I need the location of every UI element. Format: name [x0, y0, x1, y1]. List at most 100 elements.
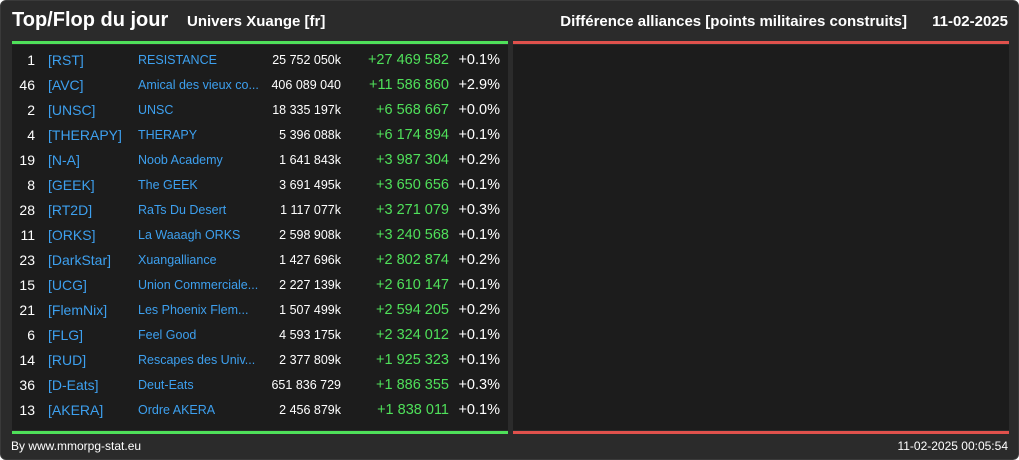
percent-cell: +0.1% [458, 127, 500, 143]
rank-cell: 36 [19, 377, 35, 393]
rank-cell: 2 [27, 102, 35, 118]
percent-cell: +0.1% [458, 277, 500, 293]
difference-cell: +3 987 304 [376, 152, 449, 168]
alliance-tag-link[interactable]: [RUD] [48, 352, 87, 368]
percent-cell: +0.1% [458, 177, 500, 193]
alliance-name-link[interactable]: UNSC [138, 103, 174, 117]
rank-cell: 6 [27, 327, 35, 343]
percent-cell: +0.3% [458, 202, 500, 218]
percent-cell: +0.1% [458, 327, 500, 343]
alliance-name-link[interactable]: RaTs Du Desert [138, 203, 227, 217]
alliance-tag-link[interactable]: [UCG] [48, 277, 87, 293]
alliance-tag-link[interactable]: [FLG] [48, 327, 84, 343]
difference-cell: +11 586 860 [369, 77, 449, 93]
rank-cell: 19 [19, 152, 35, 168]
alliance-tag-link[interactable]: [GEEK] [48, 177, 95, 193]
rank-cell: 13 [19, 402, 35, 418]
difference-cell: +2 802 874 [376, 252, 449, 268]
difference-cell: +1 925 323 [376, 352, 449, 368]
difference-cell: +6 174 894 [376, 127, 449, 143]
table-row: 36 [D-Eats] Deut-Eats 651 836 729 +1 886 355… [12, 373, 508, 398]
rank-cell: 1 [27, 52, 35, 68]
alliance-name-link[interactable]: THERAPY [138, 128, 198, 142]
alliance-name-link[interactable]: Deut-Eats [138, 378, 194, 392]
table-row: 6 [FLG] Feel Good 4 593 175k +2 324 012 +0.1% [12, 323, 508, 348]
alliance-name-link[interactable]: Les Phoenix Flem... [138, 303, 249, 317]
points-cell: 2 377 809k [279, 353, 341, 367]
table-row: 2 [UNSC] UNSC 18 335 197k +6 568 667 +0.0% [12, 98, 508, 123]
percent-cell: +0.2% [458, 152, 500, 168]
difference-cell: +6 568 667 [376, 102, 449, 118]
table-row: 4 [THERAPY] THERAPY 5 396 088k +6 174 894 +0.… [12, 123, 508, 148]
alliance-tag-link[interactable]: [AKERA] [48, 402, 104, 418]
table-row: 8 [GEEK] The GEEK 3 691 495k +3 650 656 +0.1% [12, 173, 508, 198]
rank-cell: 15 [19, 277, 35, 293]
alliance-name-link[interactable]: Ordre AKERA [138, 403, 216, 417]
percent-cell: +0.1% [458, 352, 500, 368]
points-cell: 2 456 879k [279, 403, 341, 417]
difference-cell: +3 271 079 [376, 202, 449, 218]
points-cell: 4 593 175k [279, 328, 341, 342]
alliance-tag-link[interactable]: [THERAPY] [48, 127, 122, 143]
alliance-name-link[interactable]: Feel Good [138, 328, 197, 342]
difference-cell: +2 594 205 [376, 302, 449, 318]
rank-cell: 23 [19, 252, 35, 268]
alliance-name-link[interactable]: Rescapes des Univ... [138, 353, 256, 367]
difference-cell: +1 886 355 [376, 377, 449, 393]
table-row: 46 [AVC] Amical des vieux co... 406 089 040… [12, 73, 508, 98]
alliance-tag-link[interactable]: [FlemNix] [48, 302, 108, 318]
alliance-name-link[interactable]: La Waaagh ORKS [138, 228, 241, 242]
table-row: 13 [AKERA] Ordre AKERA 2 456 879k +1 838 011… [12, 398, 508, 423]
points-cell: 406 089 040 [271, 78, 341, 92]
difference-cell: +1 838 011 [377, 402, 449, 418]
date-label: 11-02-2025 [932, 13, 1008, 30]
alliance-name-link[interactable]: Noob Academy [138, 153, 223, 167]
rank-cell: 21 [19, 302, 35, 318]
points-cell: 1 507 499k [279, 303, 341, 317]
table-row: 11 [ORKS] La Waaagh ORKS 2 598 908k +3 240 5… [12, 223, 508, 248]
rank-cell: 11 [20, 227, 35, 243]
points-cell: 3 691 495k [279, 178, 341, 192]
difference-cell: +2 324 012 [376, 327, 449, 343]
points-cell: 1 427 696k [279, 253, 341, 267]
table-row: 21 [FlemNix] Les Phoenix Flem... 1 507 499k… [12, 298, 508, 323]
difference-cell: +27 469 582 [367, 52, 449, 68]
percent-cell: +0.1% [458, 52, 500, 68]
alliance-tag-link[interactable]: [ORKS] [48, 227, 96, 243]
top-panel-accent-bottom [12, 431, 508, 434]
alliance-name-link[interactable]: Amical des vieux co... [138, 78, 259, 92]
alliance-tag-link[interactable]: [DarkStar] [48, 252, 112, 268]
top-panel-accent-top [12, 41, 508, 44]
table-row: 19 [N-A] Noob Academy 1 641 843k +3 987 304 +… [12, 148, 508, 173]
percent-cell: +0.2% [458, 302, 500, 318]
points-cell: 5 396 088k [279, 128, 341, 142]
flop-alliances-panel [513, 45, 1009, 430]
alliance-tag-link[interactable]: [AVC] [48, 77, 84, 93]
percent-cell: +0.0% [458, 102, 500, 118]
percent-cell: +0.3% [458, 377, 500, 393]
alliance-tag-link[interactable]: [UNSC] [48, 102, 96, 118]
percent-cell: +0.1% [458, 227, 500, 243]
difference-cell: +2 610 147 [376, 277, 449, 293]
difference-cell: +3 650 656 [376, 177, 449, 193]
points-cell: 25 752 050k [272, 53, 341, 67]
difference-cell: +3 240 568 [376, 227, 449, 243]
page-title: Top/Flop du jour [12, 9, 169, 31]
alliance-name-link[interactable]: RESISTANCE [138, 53, 217, 67]
alliance-name-link[interactable]: The GEEK [138, 178, 198, 192]
alliance-tag-link[interactable]: [RST] [48, 52, 84, 68]
percent-cell: +0.2% [458, 252, 500, 268]
alliance-name-link[interactable]: Union Commerciale... [138, 278, 259, 292]
rank-cell: 4 [27, 127, 35, 143]
alliance-tag-link[interactable]: [D-Eats] [48, 377, 99, 393]
table-row: 15 [UCG] Union Commerciale... 2 227 139k +2 … [12, 273, 508, 298]
universe-label: Univers Xuange [fr] [187, 13, 326, 30]
table-row: 28 [RT2D] RaTs Du Desert 1 117 077k +3 271 0… [12, 198, 508, 223]
alliance-tag-link[interactable]: [N-A] [48, 152, 80, 168]
percent-cell: +0.1% [458, 402, 500, 418]
alliance-tag-link[interactable]: [RT2D] [48, 202, 93, 218]
alliance-name-link[interactable]: Xuangalliance [138, 253, 217, 267]
flop-panel-accent-top [513, 41, 1009, 44]
generated-timestamp: 11-02-2025 00:05:54 [897, 439, 1008, 453]
